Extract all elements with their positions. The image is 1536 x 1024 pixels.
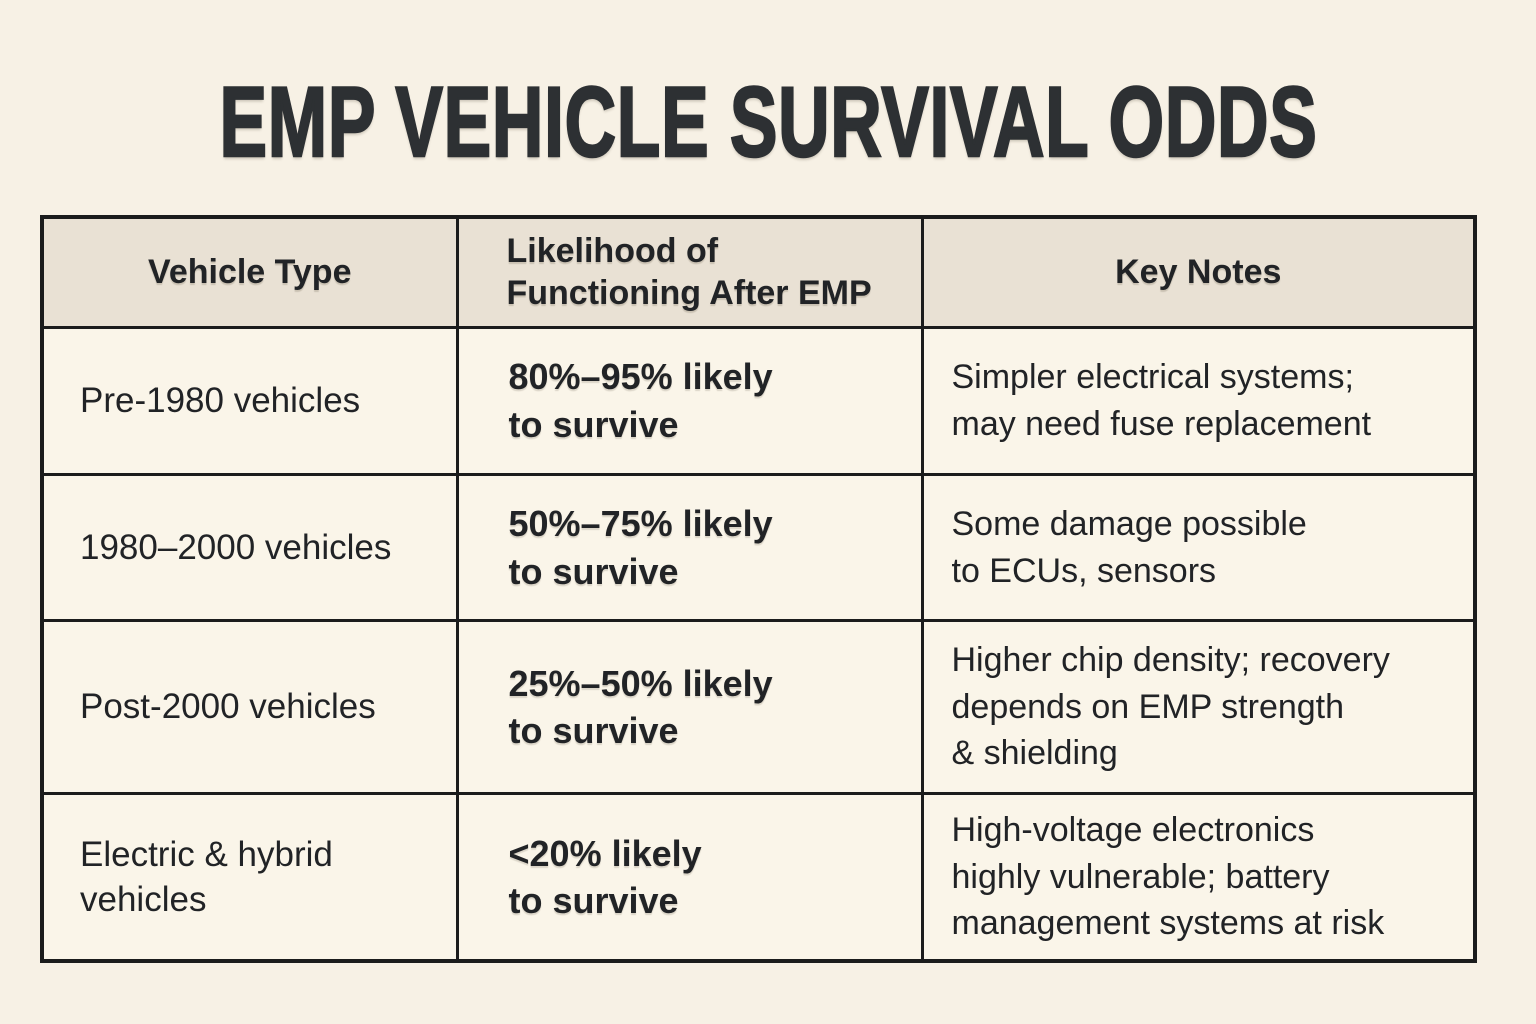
vehicle-type-cell: 1980–2000 vehicles bbox=[40, 473, 459, 623]
page-title: EMP VEHICLE SURVIVAL ODDS bbox=[0, 66, 1536, 177]
likelihood-cell: 50%–75% likely to survive bbox=[455, 473, 924, 623]
likelihood-cell: 80%–95% likely to survive bbox=[455, 325, 924, 477]
table-row-electric-hybrid: Electric & hybrid vehicles <20% likely t… bbox=[40, 792, 1477, 963]
emp-survival-table: Vehicle Type Likelihood of Functioning A… bbox=[40, 215, 1477, 963]
page-title-text: EMP VEHICLE SURVIVAL ODDS bbox=[218, 66, 1317, 177]
table-header-row: Vehicle Type Likelihood of Functioning A… bbox=[40, 215, 1477, 329]
table-row-pre-1980: Pre-1980 vehicles 80%–95% likely to surv… bbox=[40, 325, 1477, 477]
vehicle-type-cell: Post-2000 vehicles bbox=[40, 619, 459, 796]
vehicle-type-cell: Pre-1980 vehicles bbox=[40, 325, 459, 477]
table-row-1980-2000: 1980–2000 vehicles 50%–75% likely to sur… bbox=[40, 473, 1477, 623]
likelihood-cell: <20% likely to survive bbox=[455, 792, 924, 963]
key-notes-cell: High-voltage electronics highly vulnerab… bbox=[920, 792, 1477, 963]
table-row-post-2000: Post-2000 vehicles 25%–50% likely to sur… bbox=[40, 619, 1477, 796]
key-notes-cell: Some damage possible to ECUs, sensors bbox=[920, 473, 1477, 623]
column-header-key-notes: Key Notes bbox=[920, 215, 1477, 329]
likelihood-cell: 25%–50% likely to survive bbox=[455, 619, 924, 796]
key-notes-cell: Simpler electrical systems; may need fus… bbox=[920, 325, 1477, 477]
column-header-vehicle-type: Vehicle Type bbox=[40, 215, 459, 329]
key-notes-cell: Higher chip density; recovery depends on… bbox=[920, 619, 1477, 796]
vehicle-type-cell: Electric & hybrid vehicles bbox=[40, 792, 459, 963]
column-header-likelihood: Likelihood of Functioning After EMP bbox=[455, 215, 924, 329]
